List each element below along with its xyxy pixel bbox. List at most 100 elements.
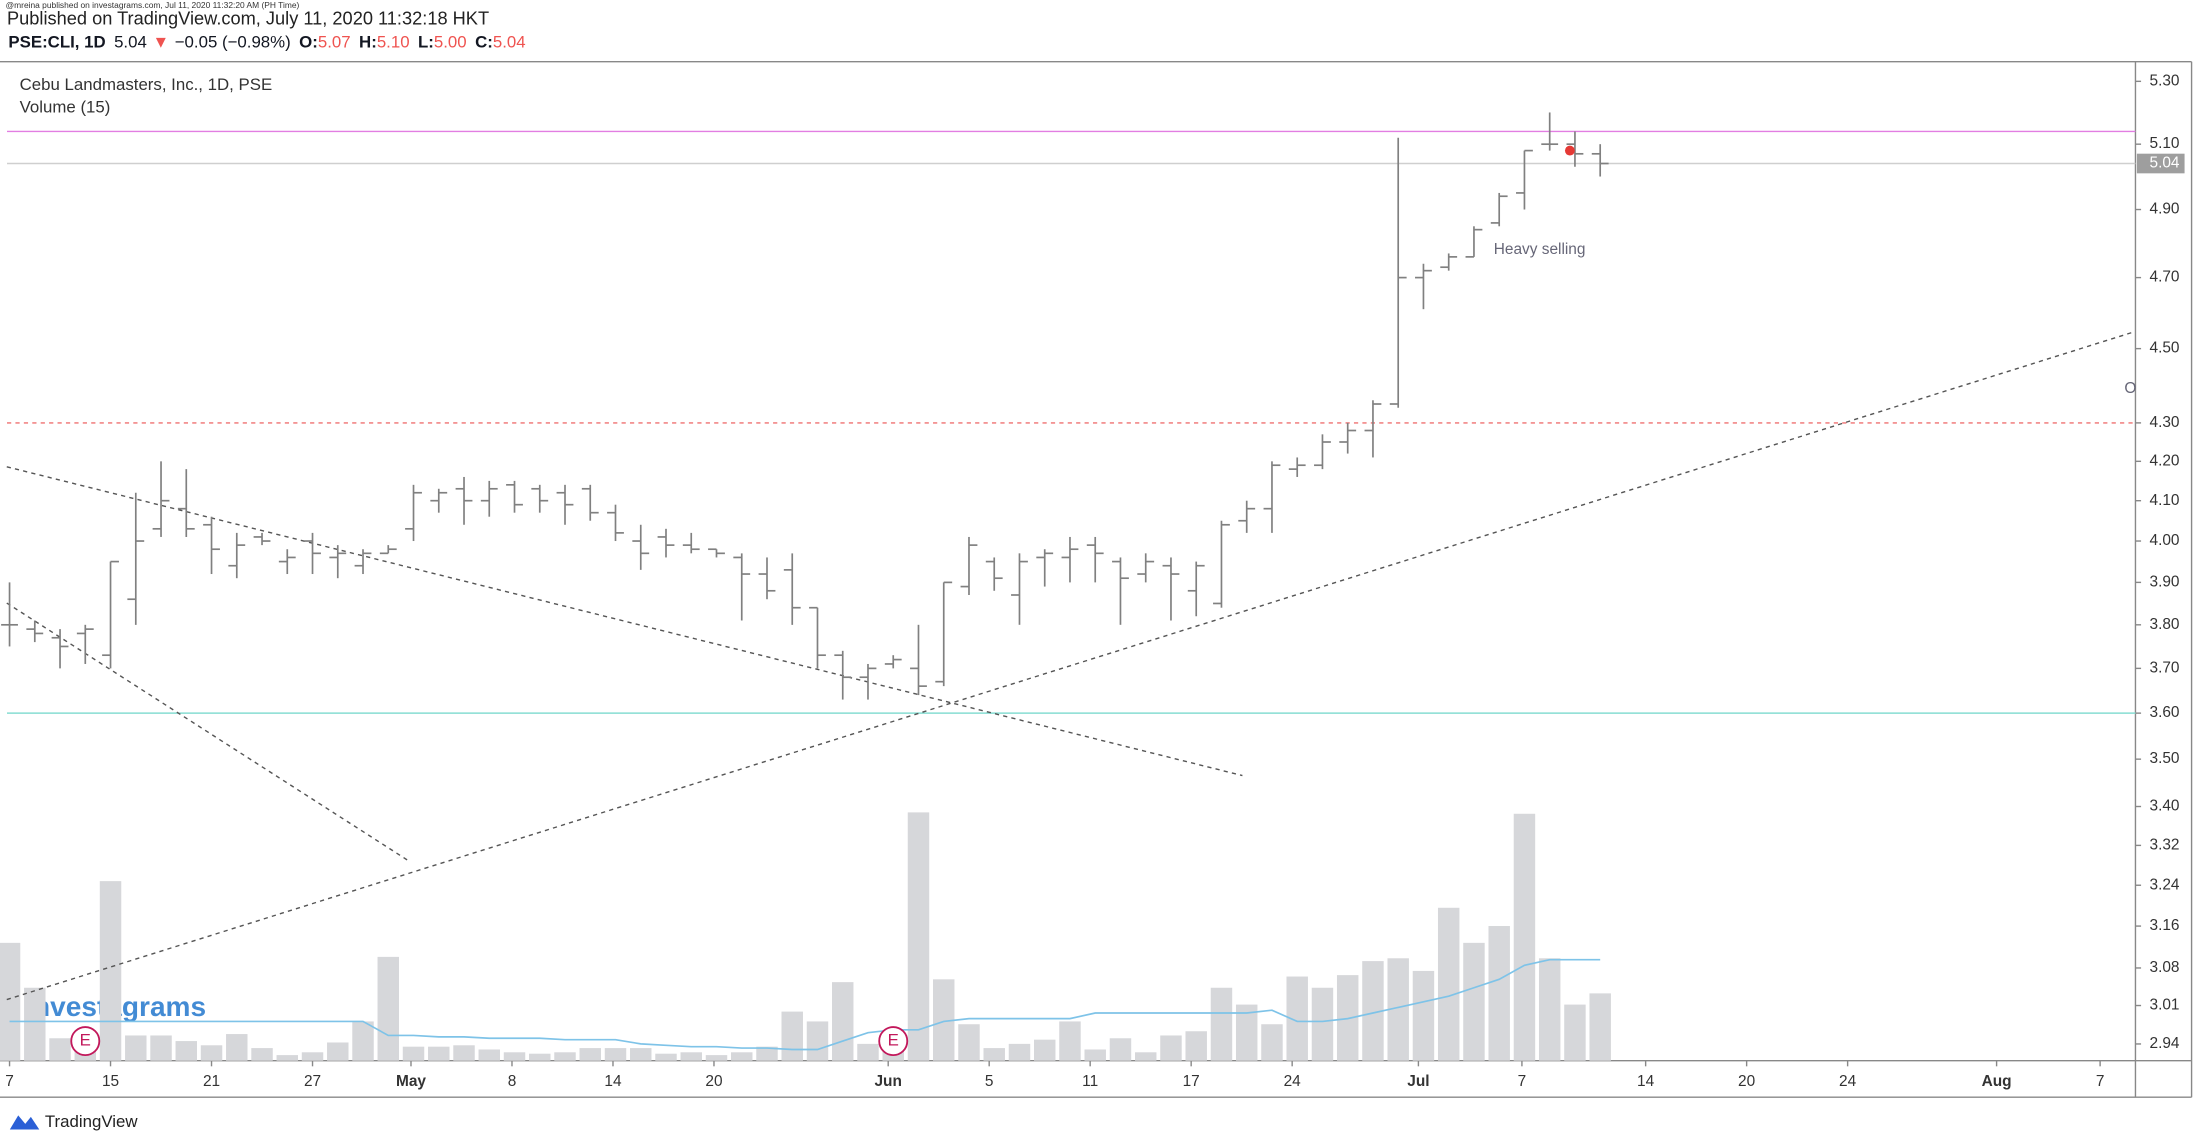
volume-bar: [1589, 993, 1611, 1061]
y-tick-label: 3.50: [2149, 750, 2179, 767]
volume-bar: [604, 1048, 627, 1061]
volume-bar: [150, 1035, 172, 1061]
volume-bar: [276, 1055, 299, 1061]
volume-bar: [49, 1038, 71, 1061]
published-line: Published on TradingView.com, July 11, 2…: [7, 7, 489, 28]
volume-bar: [731, 1052, 753, 1061]
volume-bar: [1185, 1031, 1207, 1061]
volume-bar: [933, 979, 955, 1061]
event-label: E: [80, 1031, 91, 1050]
arrow: ▼: [152, 33, 169, 52]
footer-logo: TradingView: [9, 1112, 138, 1131]
l-value: 5.00: [434, 33, 467, 52]
volume-bar: [529, 1053, 551, 1061]
last: 5.04: [114, 33, 147, 52]
volume-bar: [327, 1042, 349, 1061]
y-tick-label: 3.08: [2149, 959, 2179, 976]
volume-bar: [1134, 1052, 1157, 1061]
x-tick-label: Jun: [874, 1073, 901, 1090]
h-value: 5.10: [377, 33, 410, 52]
volume-bar: [125, 1035, 147, 1061]
x-tick-label: Aug: [1982, 1073, 2012, 1090]
volume-bar: [301, 1052, 324, 1061]
volume-bar: [1008, 1043, 1031, 1061]
footer-text: TradingView: [45, 1112, 138, 1131]
c-value: 5.04: [493, 33, 526, 52]
h-label: H:: [359, 33, 377, 52]
y-tick-label: 3.16: [2149, 917, 2179, 934]
volume-bar: [377, 956, 399, 1061]
volume-bar: [428, 1046, 450, 1061]
volume-bar: [554, 1052, 576, 1061]
volume-bar: [1538, 958, 1561, 1061]
y-tick-label: 3.40: [2149, 798, 2179, 815]
volume-bar: [478, 1049, 500, 1061]
volume-bar: [24, 987, 46, 1061]
x-tick-label: 14: [1637, 1073, 1655, 1090]
volume-bar: [352, 1021, 374, 1061]
x-tick-label: 8: [508, 1073, 517, 1090]
trendline: [6, 602, 410, 862]
x-tick-label: 20: [705, 1073, 722, 1090]
volume-bar: [1437, 907, 1460, 1061]
y-tick-label: 3.70: [2149, 659, 2179, 676]
volume-bar: [958, 1024, 980, 1061]
volume-bar: [1463, 942, 1485, 1061]
trendline: [6, 330, 2135, 1001]
volume-bar: [1059, 1021, 1081, 1061]
volume-bar: [503, 1052, 526, 1061]
y-tick-label: 5.30: [2149, 72, 2179, 89]
volume-bar: [453, 1045, 475, 1061]
volume-bar: [705, 1055, 728, 1061]
volume-bar: [680, 1052, 702, 1061]
publisher-note: @mreina published on investagrams.com, J…: [6, 0, 300, 10]
x-tick-label: 27: [304, 1073, 321, 1090]
volume-bar: [1084, 1049, 1106, 1061]
volume-bar: [1387, 958, 1409, 1061]
x-tick-label: May: [396, 1073, 426, 1090]
x-tick-label: 5: [985, 1073, 994, 1090]
y-tick-label: 2.94: [2149, 1035, 2179, 1052]
volume-ma-line: [9, 958, 1601, 1051]
y-tick-label: 4.00: [2149, 532, 2179, 549]
y-tick-label: 4.90: [2149, 201, 2179, 218]
x-tick-label: 7: [2096, 1073, 2105, 1090]
volume-bar: [200, 1045, 223, 1061]
annotation: O: [2124, 380, 2136, 397]
volume-bar: [832, 982, 854, 1061]
x-tick-label: 7: [5, 1073, 14, 1090]
y-tick-label: 3.60: [2149, 704, 2179, 721]
volume-title: Volume (15): [20, 97, 111, 116]
x-tick-label: 14: [604, 1073, 622, 1090]
volume-bar: [1362, 961, 1384, 1061]
last-price-label: 5.04: [2149, 155, 2179, 172]
x-tick-label: 24: [1839, 1073, 1857, 1090]
volume-bar: [1513, 813, 1536, 1061]
legend-row: PSE:CLI, 1D 5.04 ▼ −0.05 (−0.98%) O:5.07 H:5.…: [8, 33, 525, 52]
volume-bar: [251, 1048, 273, 1061]
volume-bar: [1564, 1004, 1586, 1061]
symbol: PSE:CLI, 1D: [8, 33, 105, 52]
volume-bar: [99, 881, 122, 1061]
x-tick-label: 17: [1183, 1073, 1200, 1090]
event-marker: [878, 1026, 909, 1057]
y-tick-label: 3.80: [2149, 616, 2179, 633]
volume-bar: [1286, 976, 1308, 1061]
volume-bar: [1235, 1004, 1258, 1061]
event-label: E: [888, 1031, 899, 1050]
o-label: O:: [299, 33, 318, 52]
chart-title: Cebu Landmasters, Inc., 1D, PSE: [20, 75, 273, 94]
volume-bar: [630, 1048, 652, 1061]
volume-bar: [983, 1048, 1005, 1061]
y-tick-label: 3.32: [2149, 836, 2179, 853]
volume-bar: [175, 1041, 198, 1061]
volume-bar: [655, 1053, 677, 1061]
volume-bar: [402, 1046, 425, 1061]
x-tick-label: Jul: [1407, 1073, 1429, 1090]
volume-bar: [1033, 1039, 1056, 1061]
x-tick-label: 20: [1738, 1073, 1755, 1090]
change: −0.05 (−0.98%): [175, 33, 291, 52]
volume-bar: [226, 1034, 248, 1061]
c-label: C:: [475, 33, 493, 52]
